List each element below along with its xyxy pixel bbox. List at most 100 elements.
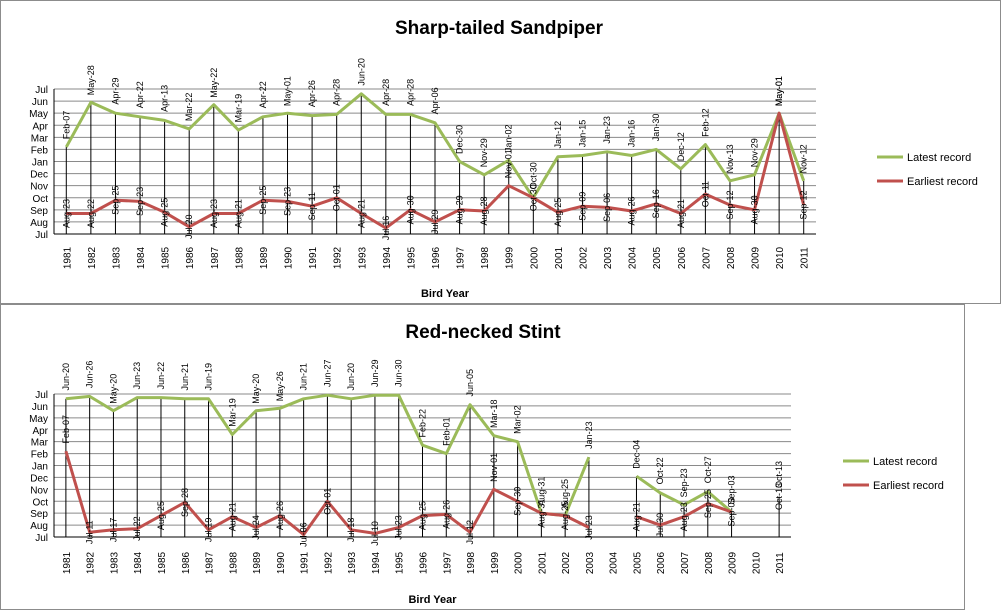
data-label-latest: Jan-16	[627, 120, 637, 148]
x-tick-label: 2003	[603, 246, 614, 269]
x-tick-label: 1990	[284, 246, 295, 269]
data-label-earliest: Jul-18	[346, 518, 356, 543]
data-label-earliest: Jul-22	[132, 516, 142, 541]
data-label-earliest: Jul-10	[370, 521, 380, 546]
data-label-latest: May-28	[86, 65, 96, 95]
y-tick-label: Jun	[32, 97, 48, 108]
data-label-earliest: Aug-21	[356, 199, 366, 228]
y-tick-label: Sep	[30, 206, 48, 217]
data-label-earliest: Jul-29	[430, 210, 440, 235]
x-tick-label: 1998	[480, 246, 491, 269]
data-label-latest: Dec-30	[455, 125, 465, 154]
data-label-latest: Dec-12	[676, 132, 686, 161]
x-tick-label: 1987	[210, 246, 221, 269]
y-tick-label: Jan	[32, 158, 48, 169]
y-tick-label: Aug	[30, 521, 48, 532]
x-tick-label: 1995	[406, 246, 417, 269]
x-tick-label: 1995	[395, 551, 406, 574]
data-label-latest: Jan-30	[651, 114, 661, 142]
y-tick-label: Mar	[31, 438, 49, 449]
x-tick-label: 2007	[680, 551, 691, 574]
x-tick-label: 1996	[431, 246, 442, 269]
data-label-earliest: Aug-25	[156, 501, 166, 530]
y-tick-label: Mar	[31, 133, 49, 144]
chart-svg-red-necked-stint: Red-necked StintJulAugSepOctNovDecJanFeb…	[29, 322, 944, 606]
y-tick-label: Feb	[31, 145, 49, 156]
x-tick-label: 1994	[382, 246, 393, 269]
series-line-latest	[65, 393, 591, 518]
data-label-latest: Nov-29	[479, 138, 489, 167]
data-label-latest: Oct-13	[774, 461, 784, 488]
data-label-earliest: Sep-06	[602, 193, 612, 222]
x-tick-label: 1996	[419, 551, 430, 574]
data-label-latest: Apr-28	[405, 79, 415, 106]
y-tick-label: Nov	[30, 182, 48, 193]
data-label-earliest: Aug-30	[405, 195, 415, 224]
data-label-earliest: Feb-07	[61, 415, 71, 444]
chart-panel-red-necked-stint: Red-necked Stint Jul Aug Sep Oct Nov Dec Jan Feb…	[0, 304, 965, 610]
x-tick-label: 1981	[62, 551, 73, 574]
data-label-latest: Jun-21	[180, 363, 190, 391]
y-tick-label: Oct	[32, 194, 48, 205]
data-label-earliest: Sep-25	[110, 186, 120, 215]
x-tick-label: 1985	[157, 551, 168, 574]
x-tick-label: 2006	[656, 551, 667, 574]
data-label-earliest: Sep-30	[513, 487, 523, 516]
y-tick-label: May	[29, 109, 48, 120]
data-label-earliest: Oct-13	[774, 483, 784, 510]
x-tick-label: 2002	[561, 551, 572, 574]
x-tick-label: 1988	[228, 551, 239, 574]
x-tick-label: 2005	[632, 551, 643, 574]
x-tick-label: 1993	[357, 246, 368, 269]
data-label-earliest: Jul-12	[465, 520, 475, 545]
chart-svg-sharp-tailed-sandpiper: Sharp-tailed SandpiperJulAugSepOctNovDec…	[29, 18, 978, 300]
y-tick-label: Feb	[31, 450, 49, 461]
x-tick-label: 1993	[347, 551, 358, 574]
x-axis-title: Bird Year	[421, 288, 470, 300]
series-line-latest	[64, 92, 806, 200]
data-label-earliest: Oct-01	[332, 184, 342, 211]
data-label-latest: Feb-01	[441, 417, 451, 446]
data-label-latest: Feb-07	[61, 111, 71, 140]
y-tick-label: Nov	[30, 485, 48, 496]
x-tick-label: 1982	[86, 551, 97, 574]
x-tick-label: 1984	[133, 551, 144, 574]
data-label-earliest: Sep-12	[725, 190, 735, 219]
x-tick-label: 2010	[775, 246, 786, 269]
y-tick-label: Jul	[35, 390, 48, 401]
data-label-earliest: Aug-25	[418, 501, 428, 530]
data-label-earliest: Aug-25	[160, 198, 170, 227]
x-tick-label: 1990	[276, 551, 287, 574]
data-label-latest: Apr-28	[381, 79, 391, 106]
x-tick-label: 1986	[181, 551, 192, 574]
data-label-earliest: Aug-21	[227, 502, 237, 531]
data-label-earliest: Aug-28	[479, 197, 489, 226]
series-line-earliest	[635, 502, 733, 527]
data-label-latest: Jun-20	[61, 363, 71, 391]
data-label-latest: Jun-05	[465, 369, 475, 397]
data-label-latest: Dec-04	[631, 440, 641, 469]
data-label-earliest: Sep-25	[703, 489, 713, 518]
data-label-latest: Apr-13	[160, 85, 170, 112]
data-label-earliest: Aug-31	[536, 499, 546, 528]
data-label-latest: Apr-26	[307, 80, 317, 107]
data-label-latest: Jun-29	[370, 359, 380, 387]
series-line-latest	[635, 474, 733, 514]
x-tick-label: 2006	[677, 246, 688, 269]
data-label-earliest: Sep-28	[180, 488, 190, 517]
data-label-earliest: Sep-11	[307, 192, 317, 220]
x-axis-title: Bird Year	[408, 594, 457, 606]
data-label-latest: Oct-30	[528, 162, 538, 189]
x-tick-label: 1989	[252, 551, 263, 574]
data-label-latest: Jun-21	[299, 363, 309, 391]
data-label-earliest: Jul-20	[184, 214, 194, 239]
x-tick-label: 1999	[505, 246, 516, 269]
data-label-latest: Jan-23	[584, 421, 594, 449]
x-tick-label: 1987	[205, 551, 216, 574]
data-label-latest: Jun-19	[204, 363, 214, 391]
x-tick-label: 1998	[466, 551, 477, 574]
data-label-latest: Mar-19	[227, 398, 237, 427]
x-tick-label: 2008	[704, 551, 715, 574]
data-label-earliest: Sep-12	[799, 190, 809, 219]
data-label-latest: Aug-25	[560, 479, 570, 508]
